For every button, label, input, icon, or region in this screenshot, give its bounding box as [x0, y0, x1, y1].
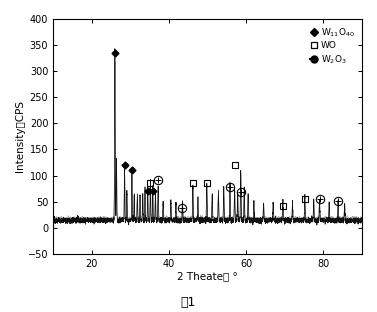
- X-axis label: 2 Theate， °: 2 Theate， °: [177, 271, 238, 281]
- Y-axis label: Intensity，CPS: Intensity，CPS: [15, 100, 25, 173]
- Text: 图1: 图1: [181, 296, 196, 309]
- Legend: W$_{11}$O$_{40}$, WO, W$_2$O$_3$: W$_{11}$O$_{40}$, WO, W$_2$O$_3$: [307, 23, 357, 68]
